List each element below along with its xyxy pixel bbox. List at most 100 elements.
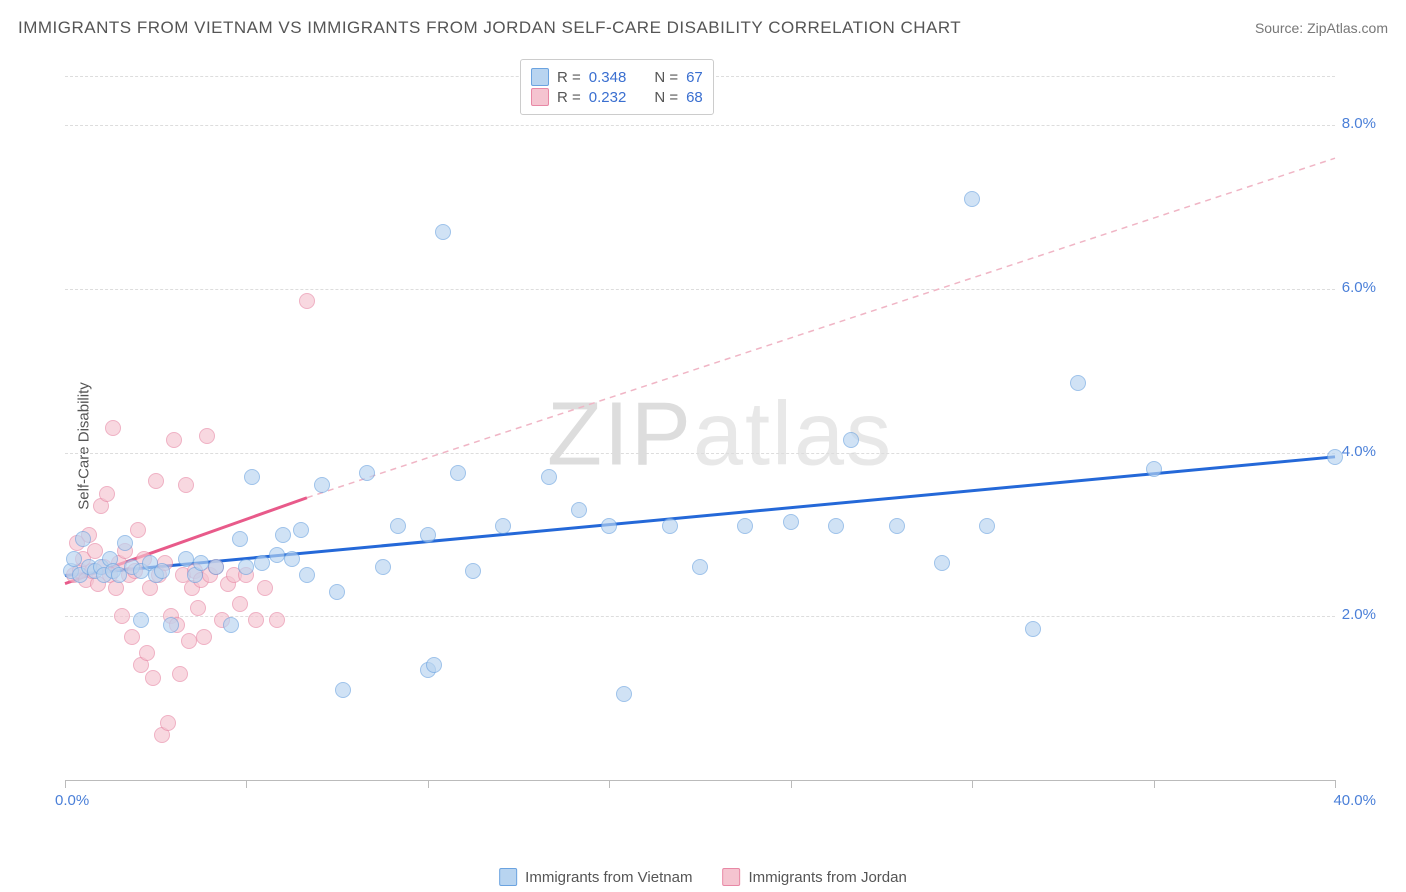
data-point — [238, 559, 254, 575]
x-max-label: 40.0% — [1333, 792, 1376, 809]
data-point — [232, 531, 248, 547]
data-point — [329, 584, 345, 600]
data-point — [105, 420, 121, 436]
legend-item: Immigrants from Jordan — [722, 868, 906, 886]
data-point — [979, 518, 995, 534]
data-point — [244, 469, 260, 485]
data-point — [692, 559, 708, 575]
data-point — [435, 224, 451, 240]
y-tick-label: 6.0% — [1342, 279, 1376, 296]
data-point — [139, 645, 155, 661]
data-point — [178, 477, 194, 493]
data-point — [124, 629, 140, 645]
data-point — [1327, 449, 1343, 465]
x-tick — [791, 780, 792, 788]
data-point — [426, 657, 442, 673]
data-point — [934, 555, 950, 571]
data-point — [293, 522, 309, 538]
legend-swatch — [531, 68, 549, 86]
data-point — [114, 608, 130, 624]
data-point — [178, 551, 194, 567]
data-point — [541, 469, 557, 485]
data-point — [190, 600, 206, 616]
data-point — [163, 617, 179, 633]
data-point — [335, 682, 351, 698]
data-point — [208, 559, 224, 575]
x-tick — [428, 780, 429, 788]
data-point — [390, 518, 406, 534]
data-point — [1070, 375, 1086, 391]
data-point — [828, 518, 844, 534]
x-tick — [1154, 780, 1155, 788]
data-point — [166, 432, 182, 448]
data-point — [375, 559, 391, 575]
y-tick-label: 4.0% — [1342, 443, 1376, 460]
n-label: N = — [654, 89, 678, 106]
chart-title: IMMIGRANTS FROM VIETNAM VS IMMIGRANTS FR… — [18, 18, 961, 38]
data-point — [889, 518, 905, 534]
data-point — [1146, 461, 1162, 477]
r-label: R = — [557, 69, 581, 86]
legend-swatch — [531, 88, 549, 106]
x-min-label: 0.0% — [55, 792, 89, 809]
legend-swatch — [722, 868, 740, 886]
data-point — [601, 518, 617, 534]
gridline — [65, 125, 1335, 126]
chart-plot-area: ZIPatlas 2.0%4.0%6.0%8.0%0.0%40.0%R =0.3… — [60, 55, 1380, 815]
r-value: 0.348 — [589, 69, 627, 86]
data-point — [130, 522, 146, 538]
data-point — [257, 580, 273, 596]
x-tick — [65, 780, 66, 788]
x-tick — [609, 780, 610, 788]
n-value: 68 — [686, 89, 703, 106]
watermark: ZIPatlas — [547, 384, 893, 487]
data-point — [133, 612, 149, 628]
data-point — [248, 612, 264, 628]
data-point — [843, 432, 859, 448]
data-point — [662, 518, 678, 534]
r-value: 0.232 — [589, 89, 627, 106]
legend-swatch — [499, 868, 517, 886]
x-tick — [972, 780, 973, 788]
data-point — [75, 531, 91, 547]
legend-label: Immigrants from Vietnam — [525, 869, 692, 886]
data-point — [299, 567, 315, 583]
data-point — [783, 514, 799, 530]
data-point — [495, 518, 511, 534]
gridline — [65, 453, 1335, 454]
data-point — [160, 715, 176, 731]
header: IMMIGRANTS FROM VIETNAM VS IMMIGRANTS FR… — [18, 18, 1388, 38]
regression-lines — [60, 55, 1380, 815]
gridline — [65, 289, 1335, 290]
r-label: R = — [557, 89, 581, 106]
data-point — [117, 535, 133, 551]
data-point — [154, 563, 170, 579]
data-point — [299, 293, 315, 309]
data-point — [465, 563, 481, 579]
data-point — [1025, 621, 1041, 637]
data-point — [359, 465, 375, 481]
data-point — [99, 486, 115, 502]
data-point — [269, 612, 285, 628]
n-value: 67 — [686, 69, 703, 86]
x-tick — [246, 780, 247, 788]
data-point — [420, 527, 436, 543]
data-point — [172, 666, 188, 682]
y-tick-label: 2.0% — [1342, 606, 1376, 623]
n-label: N = — [654, 69, 678, 86]
data-point — [275, 527, 291, 543]
x-axis-line — [65, 780, 1335, 781]
legend-bottom: Immigrants from Vietnam Immigrants from J… — [499, 868, 907, 886]
data-point — [232, 596, 248, 612]
data-point — [196, 629, 212, 645]
data-point — [66, 551, 82, 567]
data-point — [223, 617, 239, 633]
data-point — [616, 686, 632, 702]
data-point — [737, 518, 753, 534]
data-point — [571, 502, 587, 518]
data-point — [314, 477, 330, 493]
data-point — [284, 551, 300, 567]
data-point — [193, 555, 209, 571]
legend-correlation: R = 0.348 N = 67 R = 0.232 N = 68 — [520, 59, 714, 115]
legend-item: Immigrants from Vietnam — [499, 868, 692, 886]
